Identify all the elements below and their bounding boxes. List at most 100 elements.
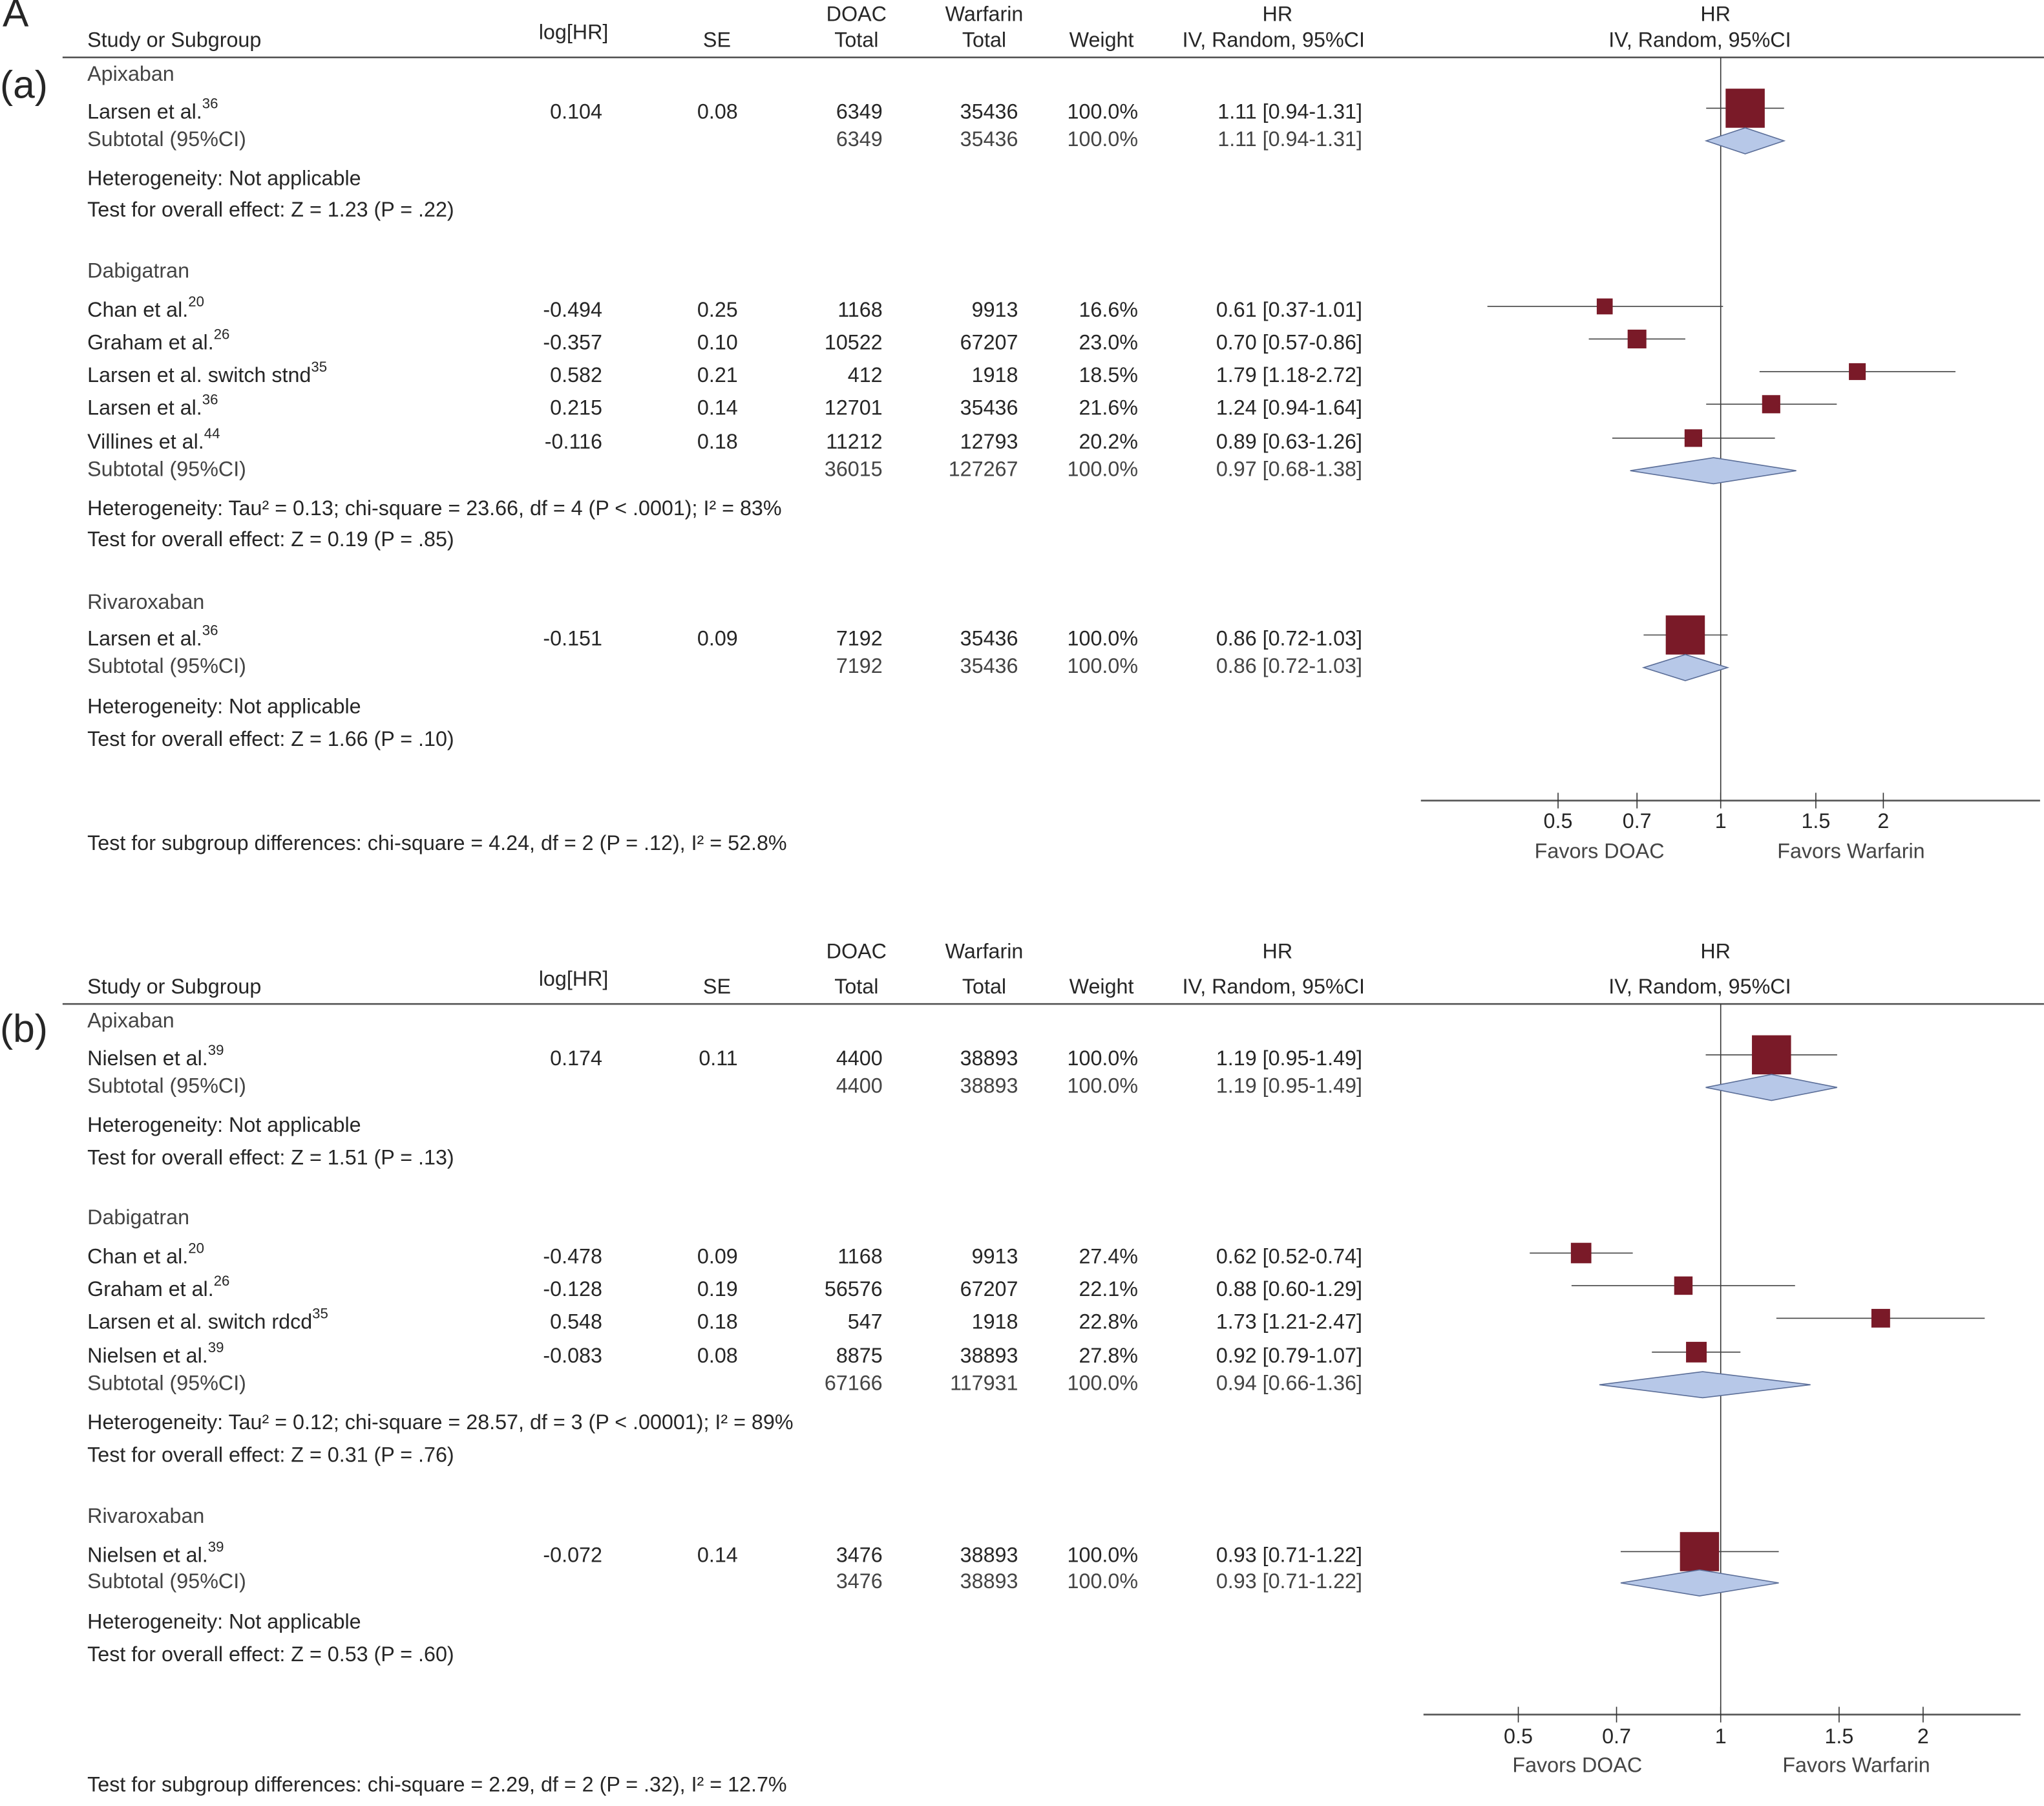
reference-superscript: 26 [213, 1273, 230, 1290]
column-header-se: SE [702, 976, 731, 999]
column-header-hr: HR [1262, 941, 1293, 964]
plot-header-hr: HR [1700, 941, 1731, 964]
subtotal-weight: 100.0% [1067, 655, 1139, 678]
x-tick-label: 1 [1714, 811, 1727, 833]
study-loghr: -0.128 [543, 1279, 602, 1302]
subgroup-title: Dabigatran [87, 260, 190, 283]
study-label: Graham et al.26 [87, 1274, 229, 1302]
study-warfarin-total: 9913 [971, 1246, 1018, 1269]
reference-superscript: 44 [204, 425, 220, 442]
column-header-doac-total: Total [834, 30, 879, 52]
heterogeneity-text: Heterogeneity: Tau² = 0.13; chi-square =… [87, 498, 782, 520]
study-label: Chan et al.20 [87, 295, 204, 323]
heterogeneity-text: Heterogeneity: Not applicable [87, 1611, 361, 1634]
study-weight: 22.1% [1079, 1279, 1139, 1302]
overall-effect-text: Test for overall effect: Z = 1.51 (P = .… [87, 1147, 454, 1170]
study-warfarin-total: 12793 [960, 431, 1018, 454]
study-loghr: -0.116 [544, 431, 602, 454]
point-estimate-square [1686, 1341, 1707, 1363]
reference-superscript: 39 [207, 1340, 224, 1356]
plot-header-method: IV, Random, 95%CI [1608, 976, 1791, 999]
study-se: 0.21 [697, 365, 738, 388]
point-estimate-square [1849, 363, 1866, 380]
overall-effect-text: Test for overall effect: Z = 0.19 (P = .… [87, 529, 454, 552]
x-tick-label: 1.5 [1824, 1726, 1854, 1749]
reference-superscript: 39 [207, 1539, 224, 1555]
study-doac-total: 7192 [836, 628, 883, 651]
study-weight: 16.6% [1079, 299, 1139, 323]
study-loghr: -0.494 [543, 299, 602, 323]
study-se: 0.09 [697, 1246, 738, 1269]
study-weight: 100.0% [1067, 1048, 1139, 1071]
x-tick-label: 0.5 [1504, 1726, 1533, 1749]
study-warfarin-total: 38893 [960, 1345, 1018, 1368]
column-header-weight: Weight [1069, 976, 1134, 999]
study-warfarin-total: 38893 [960, 1048, 1018, 1071]
reference-superscript: 35 [311, 359, 328, 376]
study-hr-ci: 1.11 [0.94-1.31] [1217, 101, 1362, 124]
study-doac-total: 8875 [836, 1345, 883, 1368]
subgroup-title: Dabigatran [87, 1207, 190, 1230]
plot-header-hr: HR [1700, 4, 1731, 27]
study-hr-ci: 0.61 [0.37-1.01] [1216, 299, 1362, 323]
subtotal-diamond [1620, 1569, 1779, 1597]
column-header-warfarin: Warfarin [945, 4, 1024, 27]
study-name: Nielsen et al. [87, 1048, 208, 1071]
study-weight: 21.6% [1079, 398, 1139, 420]
study-label: Graham et al.26 [87, 328, 229, 356]
subtotal-diamond [1704, 127, 1786, 154]
study-hr-ci: 0.92 [0.79-1.07] [1216, 1345, 1362, 1368]
study-weight: 100.0% [1067, 101, 1139, 124]
subtotal-warfarin-total: 127267 [948, 459, 1018, 482]
study-doac-total: 6349 [836, 101, 883, 124]
heterogeneity-text: Heterogeneity: Not applicable [87, 1114, 361, 1137]
reference-superscript: 20 [188, 294, 204, 310]
point-estimate-square [1665, 615, 1705, 655]
study-name: Larsen et al. [87, 398, 202, 420]
study-hr-ci: 0.88 [0.60-1.29] [1216, 1279, 1362, 1302]
column-header-hr: HR [1262, 4, 1293, 27]
favors-warfarin-label: Favors Warfarin [1782, 1755, 1930, 1778]
study-name: Chan et al. [87, 299, 189, 323]
study-label: Larsen et al. switch rdcd35 [87, 1307, 328, 1335]
study-warfarin-total: 35436 [960, 398, 1018, 420]
reference-superscript: 36 [202, 392, 218, 408]
x-tick-label: 2 [1917, 1726, 1929, 1749]
subtotal-doac-total: 3476 [836, 1571, 883, 1594]
study-hr-ci: 1.19 [0.95-1.49] [1216, 1048, 1362, 1071]
subtotal-label: Subtotal (95%CI) [87, 1373, 246, 1396]
x-tick-label: 0.5 [1543, 811, 1573, 833]
reference-superscript: 26 [213, 326, 230, 343]
x-tick-label: 0.7 [1622, 811, 1652, 833]
study-se: 0.08 [697, 1345, 738, 1368]
study-hr-ci: 0.93 [0.71-1.22] [1216, 1545, 1362, 1567]
column-header-study: Study or Subgroup [87, 30, 262, 52]
study-weight: 100.0% [1067, 1545, 1139, 1567]
subtotal-warfarin-total: 38893 [960, 1571, 1018, 1594]
panel-label: (a) [0, 63, 48, 107]
study-weight: 22.8% [1079, 1312, 1139, 1334]
column-header-hr-method: IV, Random, 95%CI [1182, 976, 1365, 999]
study-loghr: -0.072 [543, 1545, 602, 1567]
figure-label: A [3, 0, 29, 36]
study-weight: 18.5% [1079, 365, 1139, 388]
x-tick-label: 1 [1714, 1726, 1727, 1749]
point-estimate-square [1680, 1532, 1720, 1571]
reference-superscript: 36 [202, 622, 218, 639]
study-se: 0.14 [697, 1545, 738, 1567]
subtotal-hr-ci: 0.86 [0.72-1.03] [1216, 655, 1362, 678]
subtotal-hr-ci: 0.93 [0.71-1.22] [1216, 1571, 1362, 1594]
subtotal-doac-total: 36015 [824, 459, 883, 482]
subgroup-title: Rivaroxaban [87, 591, 205, 615]
study-doac-total: 547 [847, 1312, 883, 1334]
subtotal-doac-total: 4400 [836, 1076, 883, 1098]
study-name: Larsen et al. switch rdcd [87, 1312, 313, 1334]
subtotal-hr-ci: 0.94 [0.66-1.36] [1216, 1373, 1362, 1396]
subtotal-diamond [1705, 1074, 1838, 1101]
reference-superscript: 36 [202, 96, 218, 112]
study-warfarin-total: 67207 [960, 1279, 1018, 1302]
study-name: Larsen et al. switch stnd [87, 365, 311, 388]
study-hr-ci: 0.86 [0.72-1.03] [1216, 628, 1362, 651]
column-header-warfarin: Warfarin [945, 941, 1024, 964]
heterogeneity-text: Heterogeneity: Not applicable [87, 168, 361, 191]
